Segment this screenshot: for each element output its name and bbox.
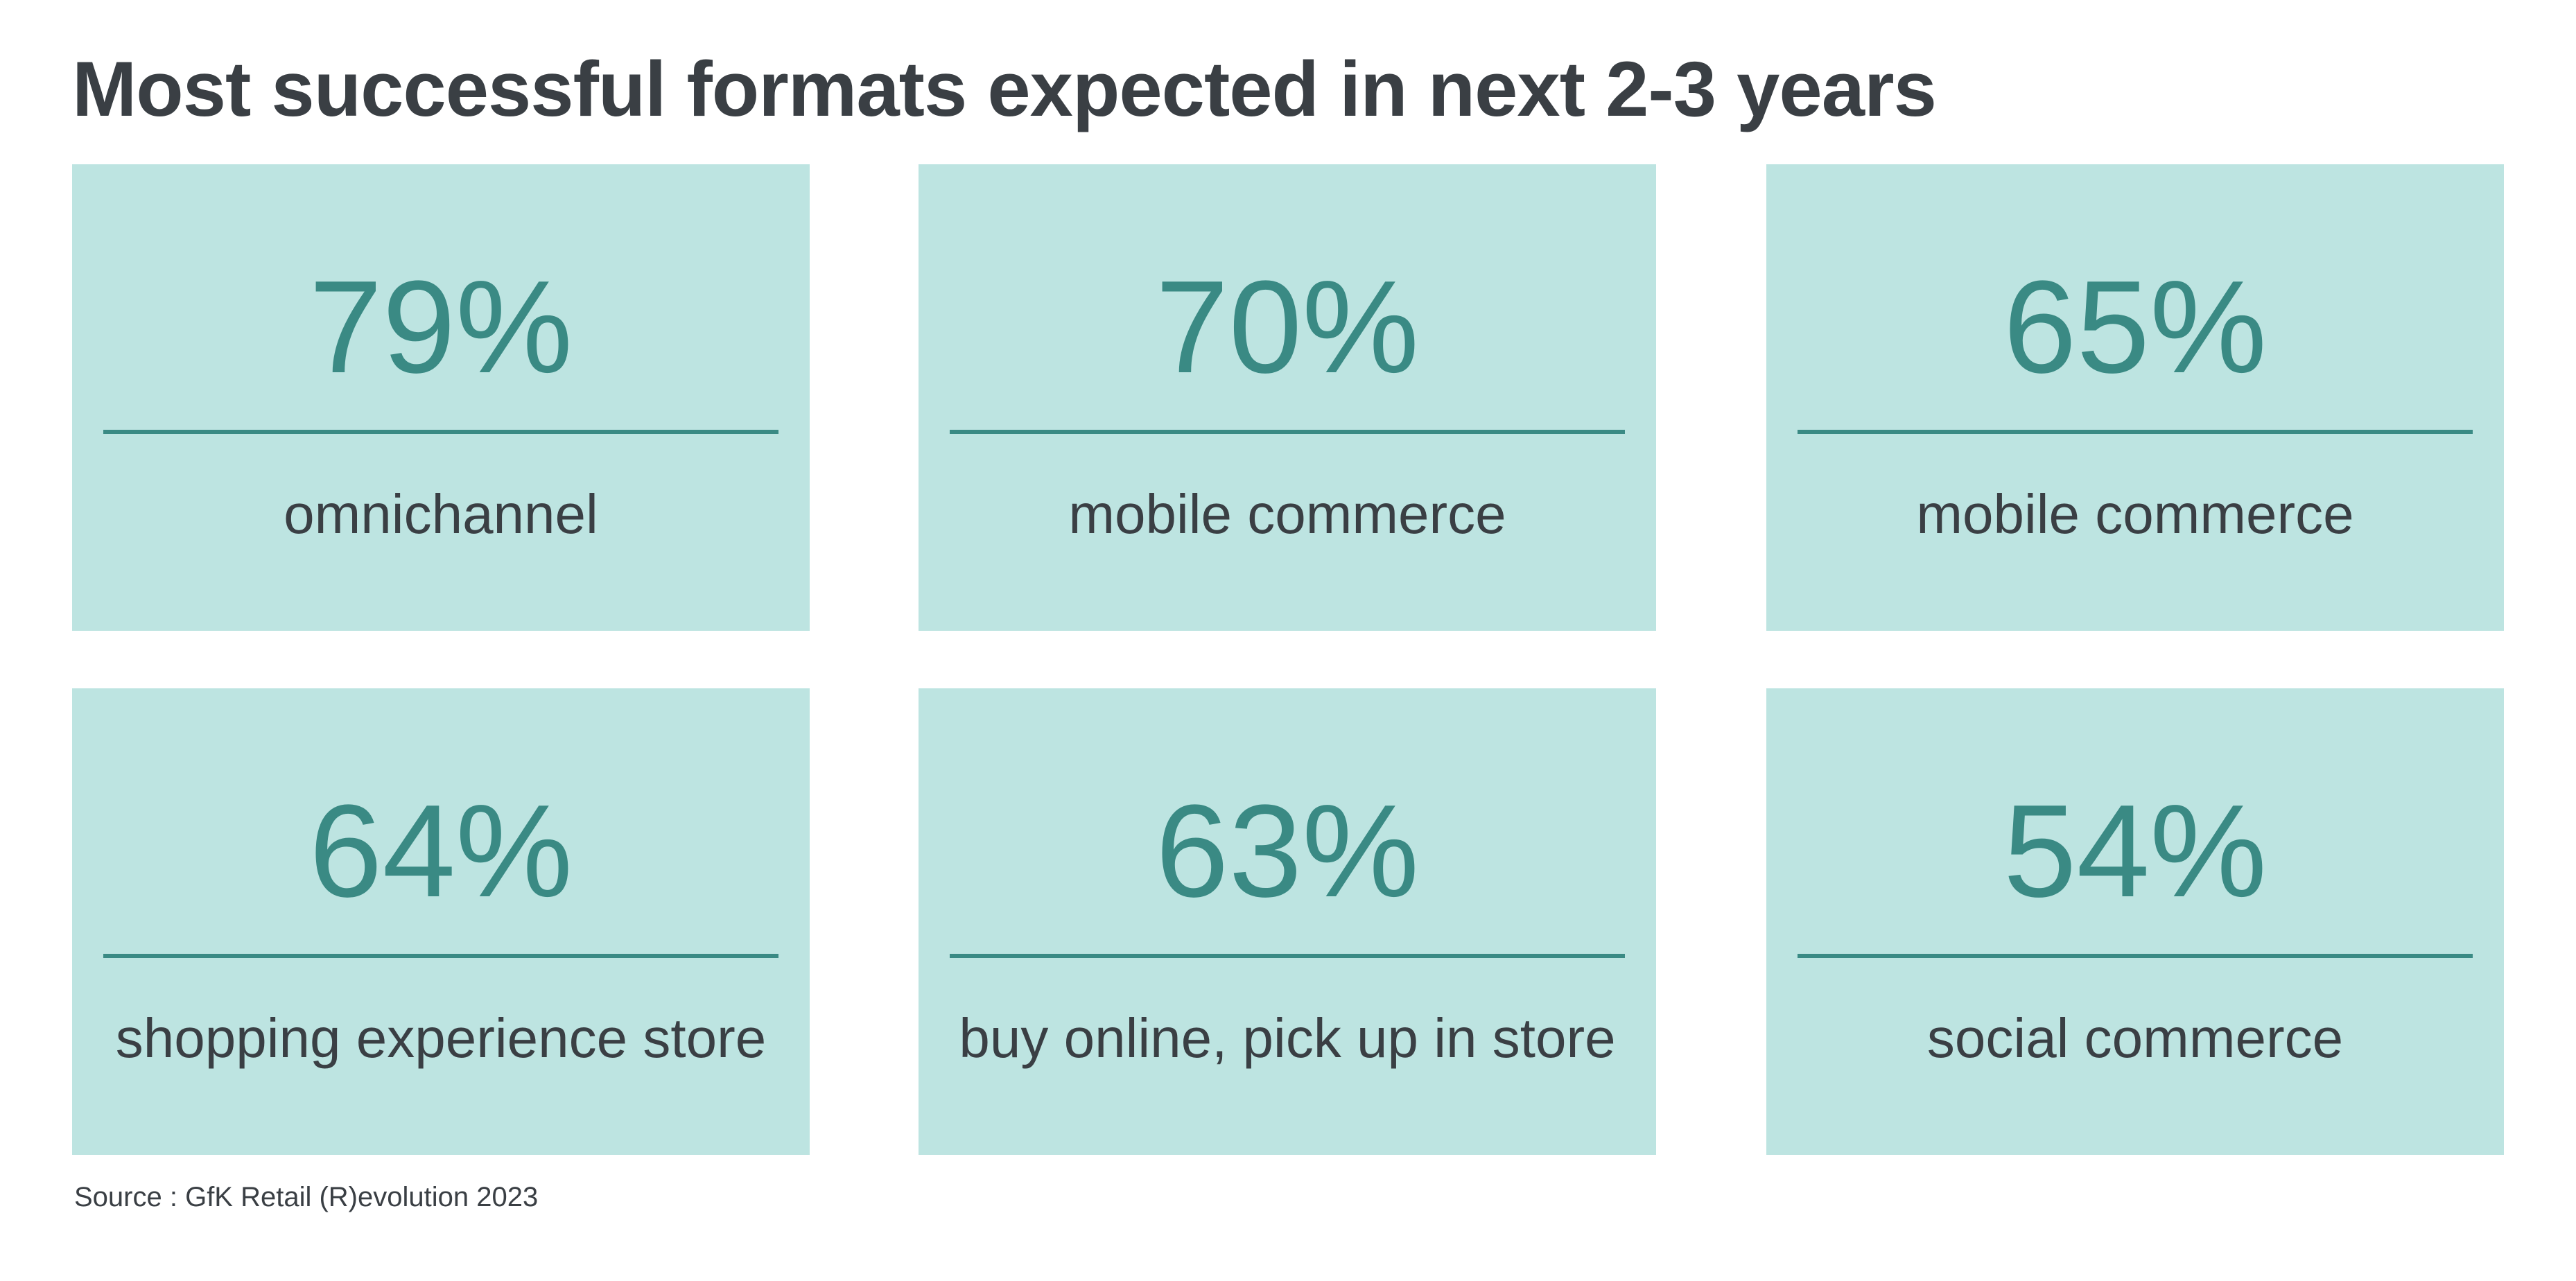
stat-value: 70% bbox=[1155, 254, 1420, 401]
stat-value: 65% bbox=[2003, 254, 2268, 401]
stat-card: 64% shopping experience store bbox=[72, 688, 810, 1155]
stat-label: social commerce bbox=[1926, 1007, 2344, 1069]
stat-label: mobile commerce bbox=[1068, 483, 1506, 545]
stat-card: 54% social commerce bbox=[1766, 688, 2504, 1155]
stat-value: 79% bbox=[308, 254, 573, 401]
stat-card: 65% mobile commerce bbox=[1766, 164, 2504, 631]
stat-card: 70% mobile commerce bbox=[919, 164, 1656, 631]
divider bbox=[1798, 954, 2473, 958]
title: Most successful formats expected in next… bbox=[72, 46, 1937, 132]
source: Source : GfK Retail (R)evolution 2023 bbox=[74, 1182, 539, 1212]
stat-value: 64% bbox=[308, 778, 573, 925]
card-grid: 79% omnichannel 70% mobile commerce 65% mobil… bbox=[72, 164, 2504, 1156]
stat-label: mobile commerce bbox=[1916, 483, 2354, 545]
stat-label: buy online, pick up in store bbox=[959, 1007, 1616, 1069]
divider bbox=[1798, 430, 2473, 434]
stat-value: 54% bbox=[2003, 778, 2268, 925]
stat-label: omnichannel bbox=[284, 483, 598, 545]
stat-value: 63% bbox=[1155, 778, 1420, 925]
divider bbox=[103, 430, 778, 434]
divider bbox=[950, 430, 1625, 434]
stat-card: 63% buy online, pick up in store bbox=[919, 688, 1656, 1155]
divider bbox=[103, 954, 778, 958]
divider bbox=[950, 954, 1625, 958]
stat-label: shopping experience store bbox=[115, 1007, 767, 1069]
stat-card: 79% omnichannel bbox=[72, 164, 810, 631]
